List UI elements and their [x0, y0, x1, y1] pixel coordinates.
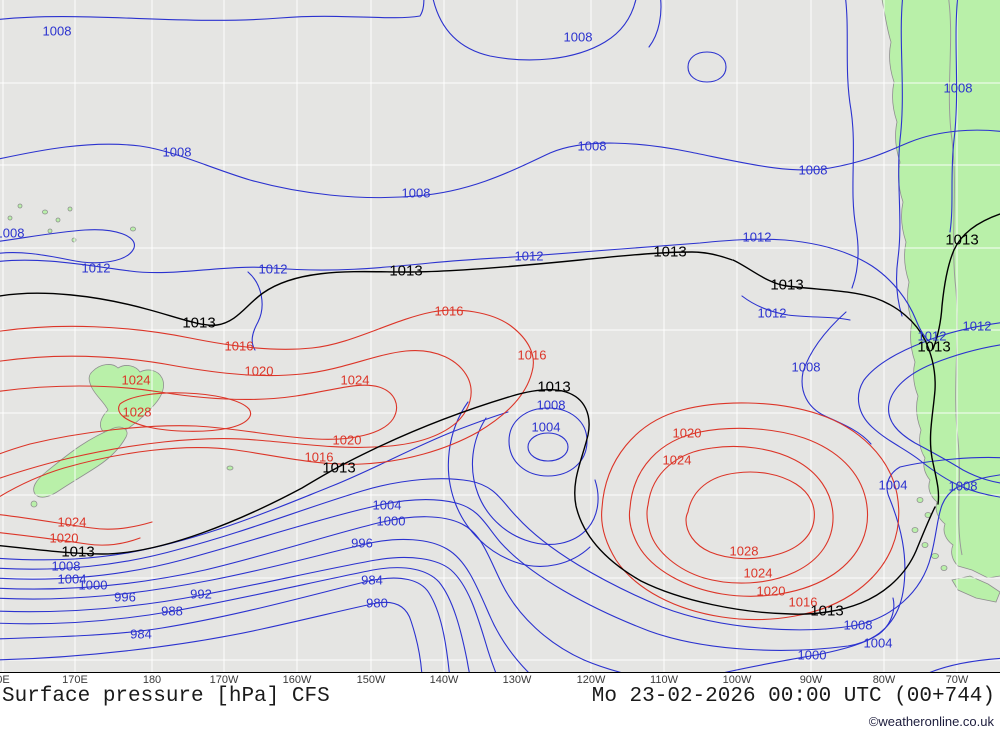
chatham-island	[226, 465, 234, 471]
product-caption: Surface pressure [hPa] CFS	[2, 685, 330, 708]
isobar-path	[888, 344, 1000, 484]
isobar-path	[685, 471, 815, 560]
fjord-islet	[911, 527, 919, 533]
isobar-path	[527, 432, 569, 462]
lon-label: 150W	[356, 674, 386, 686]
isobar-path	[508, 407, 588, 477]
isobar-path	[0, 556, 497, 672]
isobar-path	[648, 0, 662, 48]
isobar-path	[0, 601, 423, 672]
isobar-path	[801, 311, 872, 445]
isobar-path	[0, 229, 135, 264]
lon-label: 120W	[576, 674, 606, 686]
isobars-1013-group	[0, 213, 1000, 615]
lon-label: 100W	[722, 674, 752, 686]
isobar-path	[0, 251, 940, 505]
isobar-path	[0, 516, 622, 672]
pacific-islet	[42, 209, 48, 215]
isobar-path	[0, 238, 931, 343]
isobar-path	[0, 411, 509, 561]
isobar-path	[741, 295, 851, 321]
fjord-islet	[931, 553, 939, 559]
isobar-path	[0, 456, 1000, 651]
country-border-line	[948, 0, 963, 556]
isobar-path	[0, 474, 1000, 631]
lon-label: 170W	[209, 674, 239, 686]
tierra-del-fuego	[951, 575, 1000, 603]
isobar-path	[247, 271, 263, 351]
pacific-islet	[17, 203, 23, 209]
pacific-islet	[55, 217, 61, 223]
new-zealand-north-island	[88, 364, 164, 434]
isobar-path	[432, 0, 637, 61]
lon-label: 80W	[872, 674, 896, 686]
fjord-islet	[916, 497, 924, 503]
caption-bar: 0E 170E 180 170W 160W 150W 140W 130W 120W 110W 100…	[0, 672, 1000, 733]
isobar-path	[929, 657, 1000, 672]
isobar-path	[628, 427, 869, 597]
isobar-path	[0, 0, 425, 21]
pacific-islet	[47, 228, 53, 234]
lon-label: 110W	[650, 674, 678, 686]
product-name: Surface pressure	[2, 685, 204, 708]
isobar-path	[687, 51, 727, 83]
isobar-path	[0, 388, 936, 615]
isobar-path	[0, 577, 450, 672]
lon-label: 90W	[799, 674, 823, 686]
isobar-path	[0, 384, 397, 455]
lon-label: 0E	[0, 674, 10, 686]
isobars-red-group	[0, 309, 900, 621]
fjord-islet	[921, 542, 929, 548]
copyright-credit: ©weatheronline.co.uk	[868, 714, 994, 729]
isobar-path	[0, 129, 1000, 199]
pacific-islet	[130, 226, 136, 232]
pacific-islet	[7, 215, 13, 221]
isobar-path	[646, 446, 834, 584]
model-name: CFS	[291, 685, 330, 708]
pressure-map: 1008100810081008100810081008100810121012…	[0, 0, 1000, 672]
lon-label: 70W	[945, 674, 969, 686]
fjord-islet	[940, 565, 948, 571]
lon-label: 170E	[62, 674, 88, 686]
isobar-path	[118, 392, 252, 432]
isobar-path	[0, 538, 529, 672]
lon-label: 180	[142, 674, 162, 686]
isobar-path	[0, 309, 534, 497]
stewart-island	[30, 500, 38, 508]
longitude-gridlines	[2, 0, 958, 672]
isobar-path	[932, 213, 1000, 350]
land-masses	[7, 0, 1000, 603]
product-unit: [hPa]	[216, 685, 280, 708]
isobar-path	[896, 0, 904, 317]
longitude-axis: 0E 170E 180 170W 160W 150W 140W 130W 120W 110W 100…	[0, 674, 1000, 688]
isobar-path	[845, 0, 859, 289]
valid-time-caption: Mo 23-02-2026 00:00 UTC (00+744)	[591, 685, 995, 708]
isobar-path	[447, 401, 591, 567]
isobar-path	[601, 402, 900, 621]
isobar-path	[471, 417, 599, 545]
lon-label: 140W	[429, 674, 459, 686]
new-zealand-south-island	[33, 426, 128, 498]
pacific-islet	[67, 206, 73, 212]
isobar-path	[0, 514, 153, 530]
lon-label: 160W	[282, 674, 312, 686]
isobar-path	[0, 567, 470, 672]
lon-label: 130W	[502, 674, 532, 686]
isobar-path	[0, 349, 472, 479]
south-america-landmass	[881, 0, 1000, 579]
isobar-chart-svg	[0, 0, 1000, 672]
isobar-path	[0, 532, 141, 546]
isobar-path	[949, 0, 959, 233]
isobars-blue-group	[0, 0, 1000, 672]
isobar-path	[724, 597, 895, 672]
